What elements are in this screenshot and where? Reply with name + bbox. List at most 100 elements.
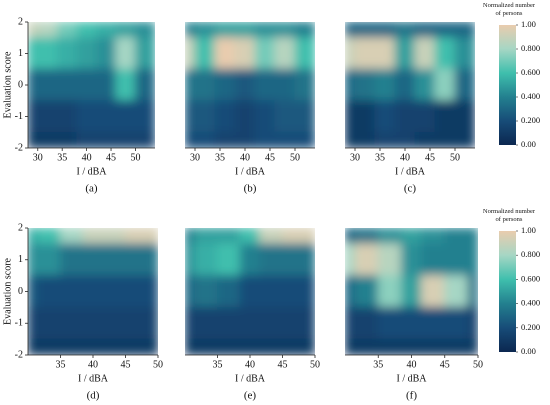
heatmap-cell — [377, 306, 403, 340]
heatmap-cell — [414, 68, 436, 102]
y-tick-label: 0 — [18, 286, 23, 297]
heatmap-cell — [282, 275, 306, 308]
heatmap-cell — [56, 22, 78, 39]
colorbar-tick-label: 0.00 — [521, 139, 536, 149]
heatmap-cell — [28, 306, 39, 340]
heatmap-cell — [37, 100, 58, 133]
colorbar-tick-label: 0.400 — [521, 298, 540, 308]
heatmap-cell — [239, 306, 261, 340]
heatmap-cell — [345, 68, 356, 102]
heatmap-cell — [401, 306, 422, 340]
heatmap-cell — [28, 100, 39, 133]
heatmap-cell — [217, 275, 241, 308]
x-axis-label: I / dBA — [78, 373, 109, 384]
heatmap-cell — [28, 131, 39, 148]
heatmap-cell — [102, 338, 126, 355]
heatmap-cell — [282, 228, 306, 245]
heatmap-cell — [454, 37, 475, 70]
heatmap — [28, 22, 155, 148]
heatmap-cell — [214, 131, 236, 148]
heatmap-cell — [185, 243, 196, 277]
heatmap-cell — [82, 243, 104, 277]
heatmap-cell — [414, 37, 436, 70]
heatmap-cell — [374, 22, 396, 39]
colorbar-title-box: Normalized number of persons — [483, 2, 535, 17]
heatmap-cell — [345, 243, 356, 277]
x-tick-label: 30 — [190, 152, 200, 163]
heatmap-cell — [401, 228, 422, 245]
heatmap-cell — [37, 338, 61, 355]
colorbar-tick-label: 1.00 — [521, 225, 536, 235]
heatmap-cell — [95, 100, 117, 133]
x-tick-label: 50 — [450, 152, 460, 163]
heatmap-cell — [282, 306, 306, 340]
heatmap-cell — [294, 37, 315, 70]
x-axis-label: I / dBA — [395, 166, 426, 177]
heatmap-cell — [125, 306, 149, 340]
x-tick-label: 50 — [310, 359, 320, 370]
heatmap-cell — [254, 68, 276, 102]
plot-area — [185, 228, 315, 355]
heatmap-cell — [304, 306, 315, 340]
heatmap — [185, 228, 315, 355]
heatmap-cell — [134, 131, 155, 148]
heatmap-cell — [454, 100, 475, 133]
heatmap-cell — [234, 22, 256, 39]
heatmap-cell — [434, 100, 456, 133]
heatmap-cell — [214, 22, 236, 39]
heatmap-cell — [95, 37, 117, 70]
heatmap-cell — [82, 306, 104, 340]
heatmap-cell — [444, 275, 469, 308]
heatmap-cell — [434, 131, 456, 148]
heatmap-cell — [185, 228, 196, 245]
heatmap-cell — [76, 100, 97, 133]
heatmap-cell — [354, 338, 379, 355]
heatmap-cell — [185, 37, 196, 70]
heatmap-cell — [37, 306, 61, 340]
heatmap-cell — [102, 306, 126, 340]
plot-area — [28, 22, 155, 148]
heatmap-cell — [115, 22, 136, 39]
heatmap-cell — [56, 68, 78, 102]
heatmap-cell — [95, 68, 117, 102]
x-axis-label: I / dBA — [235, 373, 266, 384]
y-tick-label: 1 — [18, 48, 23, 59]
x-tick-label: 45 — [121, 359, 131, 370]
heatmap-cell — [377, 228, 403, 245]
heatmap-cell — [95, 131, 117, 148]
heatmap-cell — [214, 68, 236, 102]
heatmap-cell — [37, 275, 61, 308]
heatmap-cell — [194, 275, 218, 308]
heatmap-cell — [354, 243, 379, 277]
heatmap-cell — [294, 131, 315, 148]
heatmap-cell — [102, 243, 126, 277]
heatmap-cell — [394, 22, 416, 39]
heatmap-cell — [115, 68, 136, 102]
y-tick-label: 0 — [18, 79, 23, 90]
x-tick-label: 35 — [375, 152, 385, 163]
heatmap-cell — [185, 275, 196, 308]
heatmap-cell — [185, 100, 196, 133]
heatmap-cell — [304, 228, 315, 245]
heatmap-cell — [354, 306, 379, 340]
x-tick-label: 45 — [425, 152, 435, 163]
heatmap — [28, 228, 158, 355]
heatmap-cell — [345, 100, 356, 133]
heatmap-cell — [60, 306, 84, 340]
heatmap-cell — [414, 131, 436, 148]
heatmap-cell — [401, 338, 422, 355]
heatmap-cell — [37, 243, 61, 277]
heatmap-cell — [239, 275, 261, 308]
heatmap-cell — [234, 68, 256, 102]
heatmap-cell — [82, 228, 104, 245]
heatmap-cell — [217, 228, 241, 245]
x-tick-label: 45 — [106, 152, 116, 163]
heatmap-cell — [354, 68, 376, 102]
heatmap-cell — [194, 338, 218, 355]
heatmap-cell — [374, 68, 396, 102]
heatmap-cell — [217, 306, 241, 340]
x-tick-label: 30 — [33, 152, 43, 163]
heatmap-cell — [185, 22, 196, 39]
colorbar-tick-label: 1.00 — [521, 19, 536, 29]
y-axis-label: Evaluation score — [2, 257, 13, 324]
